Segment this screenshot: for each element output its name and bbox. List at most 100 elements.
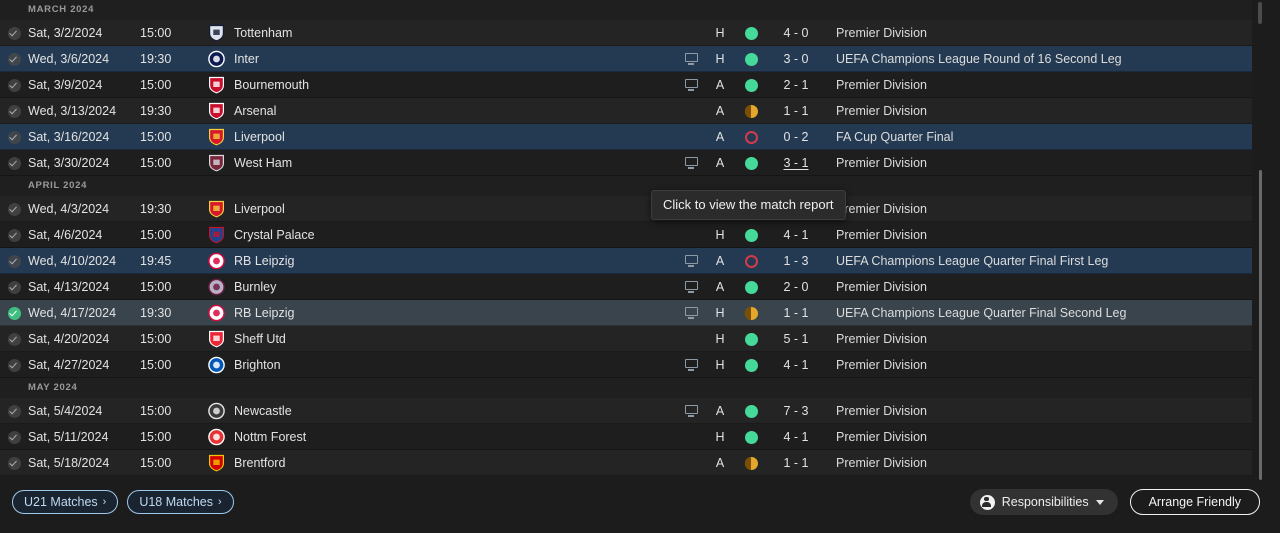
fixture-status (0, 358, 28, 372)
fixture-row[interactable]: Sat, 4/13/2024 15:00 Burnley A 2 - 0 Premier … (0, 274, 1252, 300)
fixture-row[interactable]: Wed, 3/6/2024 19:30 Inter H 3 - 0 UEFA Champi… (0, 46, 1252, 72)
scrollbar-thumb-top[interactable] (1258, 2, 1262, 24)
opponent-name[interactable]: Sheff Utd (234, 332, 286, 346)
opponent-name[interactable]: West Ham (234, 156, 293, 170)
club-badge-icon (202, 102, 230, 120)
opponent-name[interactable]: Liverpool (234, 130, 285, 144)
fixture-list[interactable]: MARCH 2024 Sat, 3/2/2024 15:00 Tottenham H 4 … (0, 0, 1252, 486)
fixture-score[interactable]: 4 - 1 (770, 228, 822, 242)
fixture-score[interactable]: 1 - 1 (770, 456, 822, 470)
result-indicator (732, 52, 770, 66)
result-indicator (732, 78, 770, 92)
fixture-time: 15:00 (140, 26, 172, 40)
result-indicator (732, 456, 770, 470)
fixture-row[interactable]: Sat, 4/6/2024 15:00 Crystal Palace H 4 - 1 Pr… (0, 222, 1252, 248)
fixture-score[interactable]: 3 - 0 (770, 52, 822, 66)
competition-name: Premier Division (836, 358, 927, 372)
venue-indicator: A (715, 280, 725, 294)
fixture-date: Wed, 4/3/2024 (28, 202, 110, 216)
chevron-down-icon (1095, 499, 1104, 505)
tv-column (674, 281, 708, 293)
arrange-friendly-button[interactable]: Arrange Friendly (1129, 489, 1260, 515)
fixture-score[interactable]: 0 - 2 (770, 130, 822, 144)
tv-column (674, 157, 708, 169)
arrange-friendly-label: Arrange Friendly (1148, 495, 1241, 509)
fixture-row[interactable]: Sat, 5/4/2024 15:00 Newcastle A 7 - 3 Premier… (0, 398, 1252, 424)
fixture-score[interactable]: 1 - 3 (770, 254, 822, 268)
youth-matches-buttons: U21 Matches › U18 Matches › (12, 490, 234, 514)
fixture-row[interactable]: Sat, 3/9/2024 15:00 Bournemouth A 2 - 1 Premi… (0, 72, 1252, 98)
opponent-name[interactable]: Burnley (234, 280, 277, 294)
fixture-row[interactable]: Sat, 5/11/2024 15:00 Nottm Forest H 4 - 1 Pre… (0, 424, 1252, 450)
fixture-time: 15:00 (140, 456, 172, 470)
fixture-score[interactable]: 2 - 1 (770, 78, 822, 92)
fixture-row[interactable]: Sat, 3/2/2024 15:00 Tottenham H 4 - 0 Premier… (0, 20, 1252, 46)
result-indicator (732, 254, 770, 268)
venue-indicator: H (715, 358, 725, 372)
opponent-name[interactable]: Inter (234, 52, 260, 66)
tv-broadcast-icon (684, 281, 698, 293)
fixture-score[interactable]: 1 - 1 (770, 306, 822, 320)
tv-column (674, 307, 708, 319)
opponent-name[interactable]: Nottm Forest (234, 430, 307, 444)
fixture-score[interactable]: 1 - 1 (770, 104, 822, 118)
check-circle-icon (7, 404, 21, 418)
fixture-score[interactable]: 5 - 1 (770, 332, 822, 346)
fixture-row[interactable]: Sat, 3/16/2024 15:00 Liverpool A 0 - 2 FA Cup… (0, 124, 1252, 150)
opponent-name[interactable]: RB Leipzig (234, 254, 295, 268)
competition-name: Premier Division (836, 104, 927, 118)
opponent-name[interactable]: RB Leipzig (234, 306, 295, 320)
result-indicator (732, 358, 770, 372)
fixture-row[interactable]: Wed, 4/3/2024 19:30 Liverpool Premier Divis… (0, 196, 1252, 222)
tv-broadcast-icon (684, 405, 698, 417)
score-value: 0 - 2 (783, 130, 809, 144)
result-dot-draw (744, 104, 758, 118)
fixture-row[interactable]: Wed, 4/10/2024 19:45 RB Leipzig A 1 - 3 UEFA … (0, 248, 1252, 274)
opponent-name[interactable]: Newcastle (234, 404, 292, 418)
fixture-status (0, 332, 28, 346)
score-value: 3 - 0 (783, 52, 809, 66)
check-circle-icon (7, 26, 21, 40)
result-dot-win (744, 332, 758, 346)
fixture-row[interactable]: Sat, 5/18/2024 15:00 Brentford A 1 - 1 Premie… (0, 450, 1252, 476)
fixture-score[interactable]: 4 - 0 (770, 26, 822, 40)
fixture-row[interactable]: Sat, 4/27/2024 15:00 Brighton H 4 - 1 Premier… (0, 352, 1252, 378)
venue-indicator: H (715, 52, 725, 66)
fixture-date: Wed, 4/10/2024 (28, 254, 117, 268)
venue-indicator: H (715, 332, 725, 346)
opponent-name[interactable]: Crystal Palace (234, 228, 315, 242)
match-report-tooltip: Click to view the match report (651, 190, 846, 220)
club-badge-icon (202, 454, 230, 472)
fixture-score[interactable]: 2 - 0 (770, 280, 822, 294)
opponent-name[interactable]: Brighton (234, 358, 281, 372)
u21-matches-button[interactable]: U21 Matches › (12, 490, 119, 514)
fixture-date: Wed, 3/13/2024 (28, 104, 117, 118)
fixture-score[interactable]: 3 - 1 (770, 156, 822, 170)
result-dot-win (744, 228, 758, 242)
responsibilities-button[interactable]: Responsibilities (969, 489, 1118, 515)
fixture-score[interactable]: 4 - 1 (770, 358, 822, 372)
opponent-name[interactable]: Liverpool (234, 202, 285, 216)
fixture-row[interactable]: Wed, 3/13/2024 19:30 Arsenal A 1 - 1 Premier … (0, 98, 1252, 124)
result-dot-draw (744, 456, 758, 470)
venue-indicator: A (715, 78, 725, 92)
fixture-score[interactable]: 4 - 1 (770, 430, 822, 444)
u18-matches-button[interactable]: U18 Matches › (127, 490, 234, 514)
venue-indicator: A (715, 130, 725, 144)
fixture-score[interactable]: 7 - 3 (770, 404, 822, 418)
fixture-row[interactable]: Wed, 4/17/2024 19:30 RB Leipzig H 1 - 1 UEFA … (0, 300, 1252, 326)
fixture-list-scrollbar[interactable] (1259, 170, 1262, 480)
opponent-name[interactable]: Brentford (234, 456, 286, 470)
opponent-name[interactable]: Bournemouth (234, 78, 310, 92)
fixture-status (0, 52, 28, 66)
fixture-row[interactable]: Sat, 3/30/2024 15:00 West Ham A 3 - 1 Premier… (0, 150, 1252, 176)
month-header: APRIL 2024 (0, 176, 1252, 196)
competition-name: Premier Division (836, 332, 927, 346)
result-dot-win (744, 358, 758, 372)
opponent-name[interactable]: Arsenal (234, 104, 277, 118)
fixture-row[interactable]: Sat, 4/20/2024 15:00 Sheff Utd H 5 - 1 Premie… (0, 326, 1252, 352)
score-value: 4 - 1 (783, 358, 809, 372)
opponent-name[interactable]: Tottenham (234, 26, 293, 40)
fixture-status (0, 156, 28, 170)
